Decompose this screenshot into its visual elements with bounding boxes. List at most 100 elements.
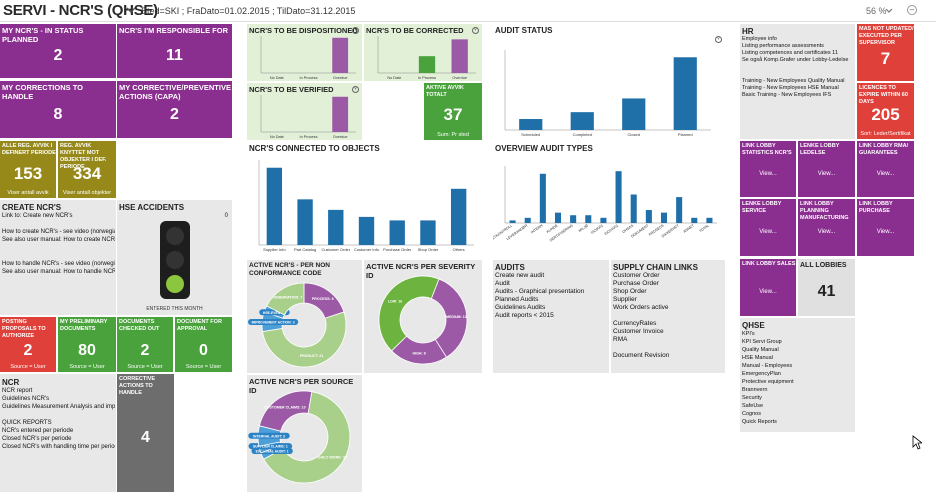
bar-connected-6[interactable] <box>450 188 467 245</box>
tile-corrective-actions[interactable]: CORRECTIVE ACTIONS TO HANDLE 4 <box>117 374 174 492</box>
bar-overview_audit-0[interactable] <box>509 220 516 223</box>
hr-link[interactable]: Training - New Employees HSE Manual <box>742 85 839 91</box>
qhse-link[interactable]: Protective equipment <box>742 379 794 385</box>
ncr-link[interactable]: Guidelines NCR's <box>2 396 50 402</box>
bar-connected-3[interactable] <box>358 216 375 245</box>
bar-overview_audit-3[interactable] <box>554 212 562 223</box>
zoom-dropdown-icon[interactable] <box>884 5 894 15</box>
supply-chain-link[interactable]: CurrencyRates <box>613 320 657 327</box>
qhse-links[interactable]: KPI's KPI Servi Group Quality Manual HSE Ma… <box>742 330 794 426</box>
dropdown-icon[interactable]: ˅ <box>352 86 359 93</box>
supply-chain-link[interactable]: Customer Order <box>613 272 660 279</box>
bar-audit_status-2[interactable] <box>622 98 646 130</box>
audits-links[interactable]: Create new audit Audit Audits - Graphical … <box>495 272 584 320</box>
slice-nonconf-1[interactable] <box>262 311 347 368</box>
create-ncr-link[interactable]: See also user manual: How to handle NCR'… <box>2 269 115 275</box>
qhse-link[interactable]: SafeUse <box>742 403 764 409</box>
slice-severity-0[interactable] <box>430 278 468 358</box>
supply-chain-link[interactable]: Supplier <box>613 296 637 303</box>
create-ncr-link[interactable]: Link to: Create new NCR's <box>2 213 73 219</box>
bar-connected-1[interactable] <box>297 199 313 245</box>
bar-corrected-2[interactable] <box>451 39 468 73</box>
tile-my-corrections[interactable]: MY CORRECTIONS TO HANDLE 8 <box>0 81 116 138</box>
tile-my-ncr-planned[interactable]: MY NCR'S - IN STATUS PLANNED 2 <box>0 24 116 78</box>
bar-overview_audit-5[interactable] <box>585 215 592 223</box>
hr-link[interactable]: Listing competences and certificates 11 <box>742 50 838 56</box>
qhse-link[interactable]: Quality Manual <box>742 347 779 353</box>
slice-source-0[interactable] <box>263 391 351 484</box>
bar-connected-5[interactable] <box>420 220 436 245</box>
tile-not-updated[interactable]: MAS NOT UPDATED/ EXECUTED PER SUPERVISOR… <box>857 24 914 81</box>
create-ncr-link[interactable]: See also user manual: How to create NCR'… <box>2 237 115 243</box>
supply-chain-link[interactable]: Work Orders active <box>613 304 669 311</box>
bar-dispositioned-2[interactable] <box>332 37 349 73</box>
bar-connected-2[interactable] <box>328 209 344 245</box>
tile-link-service[interactable]: LENKE LOBBY SERVICE View... <box>740 199 796 256</box>
ncr-link[interactable]: NCR report <box>2 388 33 394</box>
minimize-icon[interactable]: – <box>907 5 917 15</box>
qhse-link[interactable]: Brannvern <box>742 387 768 393</box>
audit-link[interactable]: Planned Audits <box>495 296 539 303</box>
audit-link[interactable]: Audit <box>495 280 510 287</box>
dropdown-icon[interactable]: ˅ <box>715 36 722 43</box>
qhse-link[interactable]: Quick Reports <box>742 419 777 425</box>
qhse-link[interactable]: HSE Manual <box>742 355 773 361</box>
tile-link-purchase[interactable]: LINK LOBBY PURCHASE View... <box>857 199 914 256</box>
supply-chain-links[interactable]: Customer Order Purchase Order Shop Order Su… <box>613 272 669 360</box>
tile-documents-checked-out[interactable]: DOCUMENTS CHECKED OUT 2 Source = User <box>117 317 173 372</box>
ncr-link[interactable]: Guidelines Measurement Analysis and imp <box>2 404 115 410</box>
supply-chain-link[interactable]: Shop Order <box>613 288 647 295</box>
dropdown-icon[interactable]: ˅ <box>472 27 479 34</box>
ncr-links-list[interactable]: NCR report Guidelines NCR's Guidelines Mea… <box>2 387 115 451</box>
tile-my-capa[interactable]: MY CORRECTIVE/PREVENTIVE ACTIONS (CAPA) … <box>117 81 232 138</box>
tile-aktive-avvik[interactable]: AKTIVE AVVIK TOTALT 37 Sum: Pr sted <box>424 83 482 140</box>
tile-link-ledelse[interactable]: LENKE LOBBY LEDELSE View... <box>798 141 855 197</box>
bar-overview_audit-1[interactable] <box>524 217 531 223</box>
bar-overview_audit-13[interactable] <box>706 217 713 223</box>
ncr-link[interactable]: Closed NCR's with handling time per peri… <box>2 444 115 450</box>
bar-overview_audit-7[interactable] <box>615 171 622 223</box>
hr-links[interactable]: Employee info Listing performance assessm… <box>742 36 848 99</box>
tile-preliminary-documents[interactable]: MY PRELIMINARY DOCUMENTS 80 Source = Use… <box>58 317 116 372</box>
slice-severity-2[interactable] <box>378 275 440 352</box>
tile-link-statistics[interactable]: LINK LOBBY STATISTICS NCR'S View... <box>740 141 796 197</box>
qhse-link[interactable]: KPI's <box>742 331 755 337</box>
bar-connected-4[interactable] <box>389 220 405 245</box>
tile-link-rma[interactable]: LINK LOBBY RMA/ GUARANTEES View... <box>857 141 914 197</box>
tile-posting-proposals[interactable]: POSTING PROPOSALS TO AUTHORIZE 2 Source … <box>0 317 56 372</box>
bar-audit_status-1[interactable] <box>570 112 594 130</box>
bar-verified-2[interactable] <box>332 96 349 132</box>
ncr-link[interactable]: Closed NCR's per periode <box>2 436 72 442</box>
audit-link[interactable]: Audit reports < 2015 <box>495 312 554 319</box>
bar-connected-0[interactable] <box>266 167 283 245</box>
tile-document-approval[interactable]: DOCUMENT FOR APPROVAL 0 Source = User <box>175 317 232 372</box>
tile-licences-expire[interactable]: LICENCES TO EXPIRE WITHIN 60 DAYS 205 So… <box>857 83 914 139</box>
audit-link[interactable]: Create new audit <box>495 272 545 279</box>
qhse-link[interactable]: Security <box>742 395 762 401</box>
hr-link[interactable]: Training - New Employees Quality Manual <box>742 78 845 84</box>
dropdown-icon[interactable]: ˅ <box>352 27 359 34</box>
ncr-link[interactable]: NCR's entered per periode <box>2 428 74 434</box>
bar-overview_audit-6[interactable] <box>600 217 607 223</box>
tile-all-lobbies[interactable]: ALL LOBBIES 41 <box>798 259 855 316</box>
create-ncr-link[interactable]: How to handle NCR's - see video (norwegi… <box>2 261 115 267</box>
tile-alle-reg-avvik[interactable]: ALLE REG. AVVIK I DEFINERT PERIODE 153 V… <box>0 141 56 198</box>
hr-link[interactable]: Se også Komp.Grafer under Lobby-Ledelse <box>742 57 849 63</box>
tile-link-sales[interactable]: LINK LOBBY SALES View... <box>740 259 796 316</box>
hr-link[interactable]: Employee info <box>742 36 777 42</box>
tile-reg-avvik-objekter[interactable]: REG. AVVIK KNYTTET MOT OBJEKTER I DEF. P… <box>58 141 116 198</box>
bar-overview_audit-10[interactable] <box>660 212 668 223</box>
chevron-down-icon[interactable] <box>126 5 136 15</box>
tile-ncr-responsible[interactable]: NCR'S I'M RESPONSIBLE FOR 11 <box>117 24 232 78</box>
bar-corrected-1[interactable] <box>418 56 436 73</box>
bar-overview_audit-12[interactable] <box>691 217 698 223</box>
create-ncr-link[interactable]: How to create NCR's - see video (norwegi… <box>2 229 115 235</box>
bar-overview_audit-8[interactable] <box>630 194 637 224</box>
qhse-link[interactable]: Cognos <box>742 411 761 417</box>
bar-overview_audit-2[interactable] <box>539 173 546 223</box>
qhse-link[interactable]: Manual - Employees <box>742 363 793 369</box>
audit-link[interactable]: Guidelines Audits <box>495 304 546 311</box>
supply-chain-link[interactable]: Document Revision <box>613 352 670 359</box>
qhse-link[interactable]: EmergencyPlan <box>742 371 781 377</box>
hr-link[interactable]: Basic Training - New Employees IFS <box>742 92 832 98</box>
